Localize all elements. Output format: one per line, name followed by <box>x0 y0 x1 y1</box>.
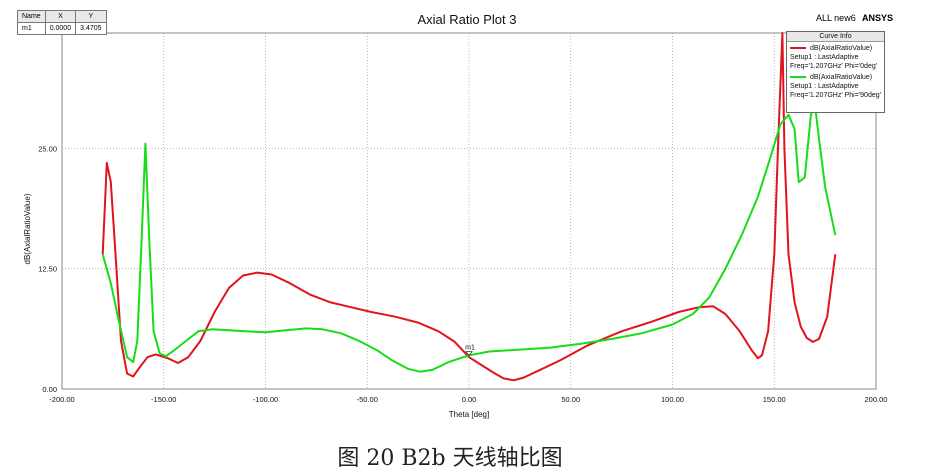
x-tick-label: -100.00 <box>253 395 278 404</box>
marker-layer: m1 <box>465 345 475 357</box>
ansys-logo: ANSYS <box>862 13 894 23</box>
legend-setup: Setup1 : LastAdaptive <box>790 83 859 90</box>
series-line-phi0 <box>101 32 837 382</box>
marker-point-label: m1 <box>465 345 475 352</box>
legend-entry-phi90: dB(AxialRatioValue) Setup1 : LastAdaptiv… <box>787 71 884 100</box>
x-tick-label: -150.00 <box>151 395 176 404</box>
legend-title: Curve Info <box>787 32 884 42</box>
x-axis-label: Theta [deg] <box>449 410 489 419</box>
marker-point <box>465 351 473 357</box>
series-layer <box>101 32 837 382</box>
legend-series-name: dB(AxialRatioValue) <box>810 45 873 52</box>
x-tick-label: -200.00 <box>49 395 74 404</box>
legend: Curve Info dB(AxialRatioValue) Setup1 : … <box>786 31 885 113</box>
legend-setup: Setup1 : LastAdaptive <box>790 54 859 61</box>
plot-area <box>61 32 877 390</box>
legend-entry-phi0: dB(AxialRatioValue) Setup1 : LastAdaptiv… <box>787 42 884 71</box>
chart-title: Axial Ratio Plot 3 <box>418 12 517 27</box>
design-label: ALL new6 <box>816 13 856 23</box>
x-tick-label: 0.00 <box>462 395 477 404</box>
y-axis-label: dB(AxialRatioValue) <box>23 193 32 264</box>
marker-header-x: X <box>44 10 77 23</box>
marker-x: 0.0000 <box>44 22 77 35</box>
marker-name: m1 <box>17 22 46 35</box>
marker-y: 3.4705 <box>75 22 107 35</box>
grid <box>61 33 877 390</box>
x-tick-label: -50.00 <box>357 395 378 404</box>
marker-header-y: Y <box>75 10 107 23</box>
legend-condition: Freq='1.207GHz' Phi='0deg' <box>790 63 878 70</box>
x-tick-label: 100.00 <box>661 395 684 404</box>
series-line-phi90 <box>101 104 837 373</box>
marker-table: Name X Y m1 0.0000 3.4705 <box>17 10 107 35</box>
legend-swatch-red <box>790 47 806 50</box>
axis-ticks: -200.00 -150.00 -100.00 -50.00 0.00 50.00 100.… <box>38 144 887 404</box>
figure-caption: 图 20 B2b 天线轴比图 <box>337 446 563 471</box>
legend-condition: Freq='1.207GHz' Phi='90deg' <box>790 92 881 99</box>
x-tick-label: 200.00 <box>865 395 888 404</box>
y-tick-label: 12.50 <box>38 265 57 274</box>
legend-series-name: dB(AxialRatioValue) <box>810 74 873 81</box>
x-tick-label: 50.00 <box>561 395 580 404</box>
y-tick-label: 0.00 <box>42 385 57 394</box>
marker-header-name: Name <box>17 10 46 23</box>
legend-swatch-green <box>790 76 806 79</box>
x-tick-label: 150.00 <box>763 395 786 404</box>
y-tick-label: 25.00 <box>38 144 57 153</box>
